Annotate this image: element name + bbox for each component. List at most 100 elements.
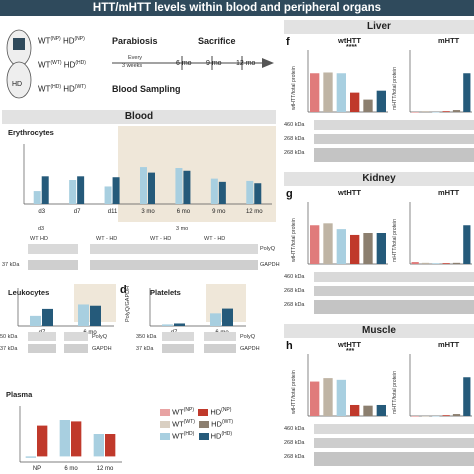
leuko-bar-0-1	[42, 308, 53, 326]
organ-m-1-bar-3	[442, 263, 450, 264]
figure-banner: HTT/mHTT levels within blood and periphe…	[0, 0, 474, 16]
organ-m-2-bar-0	[411, 416, 419, 417]
organ-wt-0-bar-4	[363, 99, 373, 112]
organ-wt-2-bar-2	[336, 379, 346, 416]
organ-kda3-1: 268 kDa	[284, 302, 305, 308]
plasma-bar-2-1	[105, 434, 116, 457]
organ-wt-0-bar-3	[350, 92, 360, 112]
legend-row-np: WT(NP) HD(NP)	[160, 404, 233, 417]
organ-wt-1-bar-1	[323, 223, 333, 264]
organ-kda1-0: 460 kDa	[284, 122, 305, 128]
design-rows: WT(NP) HD(NP) WT(WT) HD(HD) WT(HD) HD(WT…	[38, 36, 110, 108]
mouse-hd-label: HD	[12, 81, 22, 88]
organ-m-0-bar-2	[432, 112, 440, 113]
organ-kda3-0: 268 kDa	[284, 150, 305, 156]
organ-gel-1-2	[314, 424, 474, 434]
plate-kda-350: 350 kDa	[136, 334, 157, 340]
plasma-bar-0-1	[37, 425, 48, 457]
organ-wt-2-bar-3	[350, 404, 360, 416]
legend-swatch-wt-hd	[160, 433, 170, 441]
every-label: Every	[128, 55, 143, 61]
organ-wt-chart-2	[307, 354, 388, 417]
organ-m-title-0: mHTT	[438, 36, 460, 45]
plasma-chart: NP 6 mo 12 mo	[19, 406, 122, 472]
organ-wt-title-0: wtHTT	[338, 36, 361, 45]
erythro-xtick-0: d3	[38, 209, 45, 215]
design-row-3: WT(HD) HD(WT)	[38, 84, 86, 94]
weeks-label: 3 weeks	[122, 63, 143, 69]
plate-gel-polyq-b	[204, 332, 236, 341]
organ-m-2-bar-2	[432, 416, 440, 417]
erythro-bar-6-1	[254, 183, 262, 204]
leuko-xtick-1: 6 mo	[83, 330, 97, 336]
organ-wt-0-bar-2	[336, 73, 346, 112]
organ-m-2-bar-1	[421, 416, 430, 417]
organ-m-1-bar-1	[421, 262, 430, 264]
legend-swatch-wt-wt	[160, 421, 170, 429]
timepoint-6mo: 6 mo	[176, 60, 192, 67]
leuko-gel-polyq-a	[28, 332, 56, 341]
erythro-chart: d3 d7 d11 3 mo 6 mo 9 mo 12 mo	[23, 144, 272, 215]
organ-wt-1-bar-5	[376, 233, 386, 264]
organ-title-2: Muscle	[284, 324, 474, 338]
organ-m-title-2: mHTT	[438, 340, 460, 349]
erythro-xtick-5: 9 mo	[212, 209, 226, 215]
organ-wt-chart-1	[307, 202, 388, 265]
plate-ylabel: PolyQ/GAPDH	[125, 285, 131, 322]
organ-gel-1-0	[314, 120, 474, 130]
organ-letter-2: h	[286, 340, 293, 352]
organ-m-1-bar-2	[432, 263, 440, 264]
leuko-kda-37: 37 kDa	[0, 346, 18, 352]
organ-wt-2-bar-0	[310, 381, 320, 416]
legend-row-wt: WT(WT) HD(WT)	[160, 416, 233, 429]
plasma-xtick-1: 6 mo	[64, 466, 78, 472]
organ-wt-2-bar-4	[363, 405, 373, 416]
panel-d-letter: d	[120, 284, 127, 296]
organ-sig-2: ***	[346, 348, 355, 355]
legend-swatch-hd-wt	[199, 421, 210, 429]
organ-ylab-m-0: mHTT/total protein	[392, 67, 398, 110]
plate-chart: d76 mo	[149, 288, 246, 336]
organ-m-1-bar-4	[452, 262, 461, 264]
organ-gel-3-0	[314, 148, 474, 162]
plasma-bar-0-0	[25, 456, 36, 458]
organ-gel-3-1	[314, 300, 474, 314]
plate-bar-1-0	[210, 313, 221, 326]
erythro-blot-group-0: WT HD	[30, 236, 48, 242]
erythro-xtick-6: 12 mo	[246, 209, 263, 215]
leuko-gel-polyq-b	[64, 332, 88, 341]
organ-title-0: Liver	[284, 20, 474, 34]
plasma-bar-1-0	[59, 420, 70, 457]
plasma-bar-1-1	[71, 421, 82, 457]
organ-m-0-bar-4	[452, 110, 461, 112]
erythro-bar-5-1	[218, 181, 226, 204]
organ-m-2-bar-3	[442, 415, 450, 416]
organ-wt-1-bar-2	[336, 229, 346, 264]
plate-kda-37: 37 kDa	[136, 346, 154, 352]
leuko-gapdh-label: GAPDH	[92, 346, 112, 352]
plate-bar-0-0	[162, 324, 173, 326]
erythro-polyq-label: PolyQ	[260, 246, 275, 252]
leuko-chart: d76 mo	[17, 288, 114, 336]
leuko-gel-gapdh-a	[28, 344, 56, 353]
organ-kda2-0: 268 kDa	[284, 136, 305, 142]
blood-section-title: Blood	[2, 110, 276, 124]
timeline-arrow	[112, 56, 274, 70]
erythro-bar-2-0	[104, 186, 112, 204]
organ-wt-0-bar-1	[323, 72, 333, 112]
organ-ylab-m-2: mHTT/total protein	[392, 371, 398, 414]
organ-m-chart-0	[409, 50, 472, 113]
plasma-xtick-2: 12 mo	[97, 466, 114, 472]
erythro-bar-2-1	[112, 177, 120, 204]
erythro-xtick-3: 3 mo	[141, 209, 155, 215]
organ-title-1: Kidney	[284, 172, 474, 186]
leuko-bar-1-0	[78, 304, 89, 326]
organ-wt-0-bar-0	[310, 73, 320, 112]
organ-wt-1-bar-0	[310, 225, 320, 264]
organ-wt-1-bar-3	[350, 234, 360, 264]
plate-title: Platelets	[150, 288, 181, 297]
organ-gel-2-2	[314, 438, 474, 448]
erythro-gel-polyq-a	[28, 244, 78, 254]
erythro-kda-37: 37 kDa	[2, 262, 20, 268]
sacrifice-label: Sacrifice	[198, 36, 236, 46]
